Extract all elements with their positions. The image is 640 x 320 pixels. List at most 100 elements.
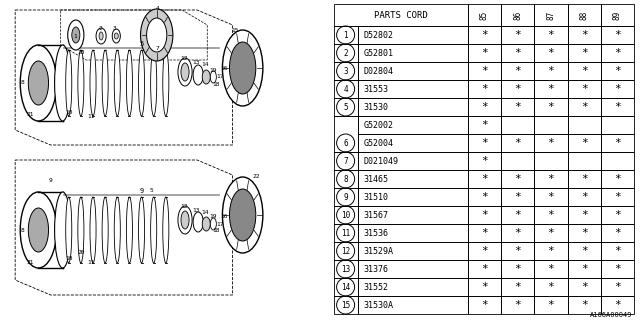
Text: *: * [547, 192, 554, 202]
Bar [468, 134, 501, 152]
Ellipse shape [96, 28, 106, 44]
Text: 88: 88 [580, 10, 589, 20]
Ellipse shape [178, 206, 192, 234]
Text: G52002: G52002 [364, 121, 394, 130]
Bar [468, 4, 501, 26]
Bar [358, 98, 468, 116]
Ellipse shape [223, 30, 263, 106]
Text: 8: 8 [20, 228, 24, 233]
Text: *: * [481, 84, 488, 94]
Bar [333, 206, 358, 224]
Ellipse shape [138, 50, 145, 116]
Text: 1: 1 [73, 34, 77, 38]
Ellipse shape [178, 58, 192, 86]
Text: *: * [547, 102, 554, 112]
Text: *: * [515, 300, 521, 310]
Bar [501, 152, 534, 170]
Bar [333, 296, 358, 314]
Text: *: * [481, 102, 488, 112]
Text: *: * [515, 102, 521, 112]
Text: *: * [515, 192, 521, 202]
Bar [468, 80, 501, 98]
Ellipse shape [126, 50, 132, 116]
Ellipse shape [150, 50, 157, 116]
Bar [333, 4, 468, 26]
Ellipse shape [115, 50, 120, 116]
Text: G52004: G52004 [364, 139, 394, 148]
Ellipse shape [102, 50, 108, 116]
Text: *: * [547, 84, 554, 94]
Ellipse shape [99, 32, 103, 40]
Bar [601, 116, 634, 134]
Bar [568, 98, 601, 116]
Bar [468, 44, 501, 62]
Text: 86: 86 [513, 10, 522, 20]
Bar [534, 188, 568, 206]
Bar [501, 62, 534, 80]
Bar [358, 134, 468, 152]
Text: *: * [481, 282, 488, 292]
Bar [568, 62, 601, 80]
Ellipse shape [211, 218, 216, 230]
Text: *: * [614, 192, 621, 202]
Text: *: * [580, 102, 588, 112]
Bar [501, 4, 534, 26]
Bar [333, 116, 358, 152]
Text: *: * [547, 48, 554, 58]
Text: 15: 15 [341, 300, 350, 309]
Bar [468, 278, 501, 296]
Text: 13: 13 [193, 60, 200, 65]
Ellipse shape [126, 197, 132, 263]
Bar [501, 260, 534, 278]
Text: A166A00049: A166A00049 [589, 312, 632, 318]
Text: 31529A: 31529A [364, 246, 394, 255]
Bar [534, 278, 568, 296]
Bar [501, 224, 534, 242]
Bar [468, 116, 501, 134]
Ellipse shape [147, 18, 167, 52]
Bar [501, 134, 534, 152]
Bar [601, 224, 634, 242]
Text: 14: 14 [202, 211, 209, 215]
Text: *: * [547, 30, 554, 40]
Bar [568, 206, 601, 224]
Bar [358, 296, 468, 314]
Text: 11: 11 [341, 228, 350, 237]
Text: 17: 17 [217, 221, 224, 227]
Bar [333, 170, 358, 188]
Bar [501, 80, 534, 98]
Text: *: * [580, 246, 588, 256]
Bar [534, 116, 568, 134]
Bar [601, 242, 634, 260]
Text: *: * [614, 84, 621, 94]
Bar [534, 134, 568, 152]
Text: D021049: D021049 [364, 156, 399, 165]
Text: *: * [481, 48, 488, 58]
Text: 1: 1 [343, 30, 348, 39]
Text: 31530: 31530 [364, 102, 388, 111]
Text: 85: 85 [480, 10, 489, 20]
Bar [534, 260, 568, 278]
Text: *: * [614, 228, 621, 238]
Bar [333, 26, 358, 44]
Bar [358, 152, 468, 170]
Text: 6: 6 [343, 139, 348, 148]
Text: *: * [580, 300, 588, 310]
Text: 31553: 31553 [364, 84, 388, 93]
Ellipse shape [28, 61, 49, 105]
Bar [601, 62, 634, 80]
Text: *: * [547, 282, 554, 292]
Text: 7: 7 [343, 156, 348, 165]
Bar [468, 152, 501, 170]
Bar [534, 296, 568, 314]
Text: 10: 10 [65, 255, 72, 260]
Bar [468, 188, 501, 206]
Text: 16: 16 [221, 213, 228, 219]
Bar [333, 152, 358, 170]
Text: *: * [481, 246, 488, 256]
Text: G52801: G52801 [364, 49, 394, 58]
Text: 21: 21 [27, 260, 34, 265]
Bar [358, 170, 468, 188]
Bar [333, 98, 358, 116]
Text: *: * [580, 30, 588, 40]
